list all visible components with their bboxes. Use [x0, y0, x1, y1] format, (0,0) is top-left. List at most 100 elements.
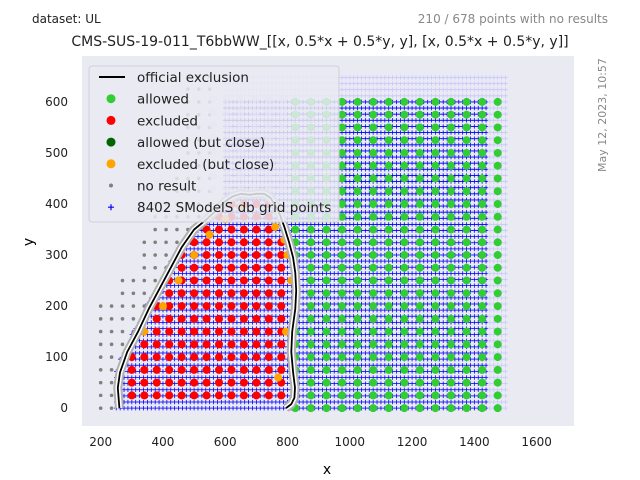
grid-point: [332, 289, 337, 294]
grid-point: [258, 350, 263, 356]
allowed-point: [384, 404, 393, 413]
grid-point: [304, 246, 310, 252]
grid-point: [188, 271, 193, 276]
grid-point: [211, 283, 216, 288]
grid-point: [152, 387, 158, 392]
grid-point: [343, 222, 349, 227]
grid-point: [316, 338, 321, 343]
grid-point: [347, 338, 352, 343]
grid-point: [304, 387, 310, 392]
grid-point: [176, 363, 181, 368]
grid-point: [328, 350, 333, 356]
allowed-point: [431, 200, 440, 208]
allowed-point: [400, 276, 409, 285]
grid-point: [246, 332, 251, 337]
grid-point: [296, 363, 302, 368]
grid-point: [300, 277, 306, 282]
grid-point: [149, 363, 154, 368]
allowed-point: [415, 212, 424, 221]
grid-point: [300, 363, 306, 368]
no-result-point: [98, 380, 103, 385]
grid-point: [265, 258, 271, 264]
grid-point: [332, 295, 337, 301]
grid-point: [339, 118, 345, 123]
grid-point: [156, 387, 162, 392]
grid-point: [254, 271, 259, 276]
grid-point: [316, 265, 321, 270]
grid-point: [273, 240, 279, 245]
grid-point: [195, 399, 201, 405]
grid-point: [199, 326, 205, 331]
no-result-point: [120, 329, 125, 334]
grid-point: [168, 387, 173, 392]
grid-point: [316, 350, 321, 356]
grid-point: [246, 271, 251, 276]
grid-point: [219, 258, 224, 264]
allowed-point: [369, 136, 378, 145]
allowed-point: [306, 302, 315, 311]
grid-point: [296, 338, 302, 343]
allowed-point: [415, 110, 424, 119]
grid-point: [304, 350, 310, 356]
grid-point: [234, 369, 240, 374]
grid-point: [184, 399, 189, 405]
grid-point: [172, 356, 177, 362]
grid-point: [312, 258, 317, 264]
allowed-point: [431, 378, 440, 387]
grid-point: [223, 301, 228, 307]
grid-point: [149, 320, 154, 325]
allowed-point: [322, 251, 331, 260]
grid-point: [258, 246, 263, 252]
grid-point: [273, 258, 279, 264]
grid-point: [160, 375, 166, 380]
grid-point: [347, 375, 352, 380]
grid-point: [332, 258, 337, 264]
grid-point: [312, 320, 317, 325]
grid-point: [261, 387, 267, 392]
grid-point: [328, 258, 333, 264]
grid-point: [347, 154, 352, 160]
grid-point: [238, 246, 244, 252]
grid-point: [273, 350, 279, 356]
grid-point: [246, 363, 251, 368]
grid-point: [176, 375, 181, 380]
allowed-point: [306, 289, 315, 298]
grid-point: [347, 271, 352, 276]
grid-point: [195, 338, 201, 343]
grid-point: [129, 387, 135, 392]
grid-point: [223, 283, 228, 288]
grid-point: [238, 363, 244, 368]
grid-point: [273, 363, 279, 368]
grid-point: [176, 405, 181, 411]
grid-point: [347, 283, 352, 288]
grid-point: [273, 271, 279, 276]
grid-point: [320, 307, 325, 313]
grid-point: [242, 246, 247, 252]
grid-point: [250, 307, 255, 313]
grid-point: [324, 271, 329, 276]
grid-point: [343, 154, 349, 160]
allowed-point: [415, 136, 424, 145]
allowed-point: [400, 174, 409, 183]
allowed-point: [353, 200, 362, 208]
allowed-point: [369, 314, 378, 323]
grid-point: [308, 271, 314, 276]
grid-point: [234, 393, 240, 399]
grid-point: [137, 399, 142, 405]
grid-point: [230, 246, 236, 252]
grid-point: [316, 289, 321, 294]
grid-point: [242, 399, 247, 405]
grid-point: [250, 350, 255, 356]
grid-point: [226, 405, 232, 411]
grid-point: [195, 234, 201, 239]
grid-point: [238, 350, 244, 356]
grid-point: [316, 228, 321, 233]
grid-point: [296, 350, 302, 356]
allowed-point: [369, 212, 378, 221]
grid-point: [238, 222, 244, 227]
grid-point: [149, 350, 154, 356]
grid-point: [254, 387, 259, 392]
allowed-point: [400, 148, 409, 157]
allowed-point: [338, 404, 347, 413]
